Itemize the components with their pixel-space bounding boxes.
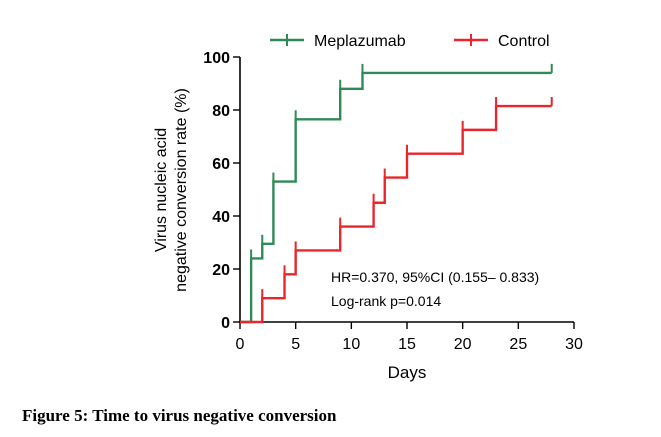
y-tick-label: 60 <box>212 156 230 173</box>
legend: Meplazumab Control <box>270 33 550 50</box>
y-axis-title-line: negative conversion rate (%) <box>173 88 190 292</box>
series-line-control <box>240 104 552 324</box>
y-tick-label: 40 <box>212 209 230 226</box>
x-tick-label: 15 <box>398 336 416 353</box>
y-axis-title: Virus nucleic acid negative conversion ra… <box>153 88 190 292</box>
legend-label: Meplazumab <box>314 33 406 50</box>
x-tick-label: 30 <box>565 336 583 353</box>
series-line-meplazumab <box>240 71 552 324</box>
legend-label: Control <box>498 33 550 50</box>
x-tick-label: 25 <box>509 336 527 353</box>
x-tick-label: 10 <box>342 336 360 353</box>
x-axis-title: Days <box>388 363 427 382</box>
y-tick-label: 100 <box>203 50 230 67</box>
x-tick-label: 20 <box>454 336 472 353</box>
axes: 0 5 10 15 20 25 30 0 20 40 60 80 100 <box>203 50 583 353</box>
y-tick-label: 0 <box>221 315 230 332</box>
annotation-text: HR=0.370, 95%CI (0.155– 0.833) <box>331 269 539 285</box>
y-tick-label: 20 <box>212 262 230 279</box>
y-axis-title-line: Virus nucleic acid <box>153 128 170 252</box>
x-tick-label: 5 <box>291 336 300 353</box>
y-tick-label: 80 <box>212 103 230 120</box>
series-layer <box>240 63 553 324</box>
kaplan-meier-chart: Meplazumab Control Virus nucleic acid nega… <box>153 33 583 382</box>
annotation-text: Log-rank p=0.014 <box>331 293 441 309</box>
annotations: HR=0.370, 95%CI (0.155– 0.833) Log-rank p… <box>331 269 539 309</box>
x-tick-label: 0 <box>236 336 245 353</box>
figure-caption: Figure 5: Time to virus negative convers… <box>22 406 337 425</box>
